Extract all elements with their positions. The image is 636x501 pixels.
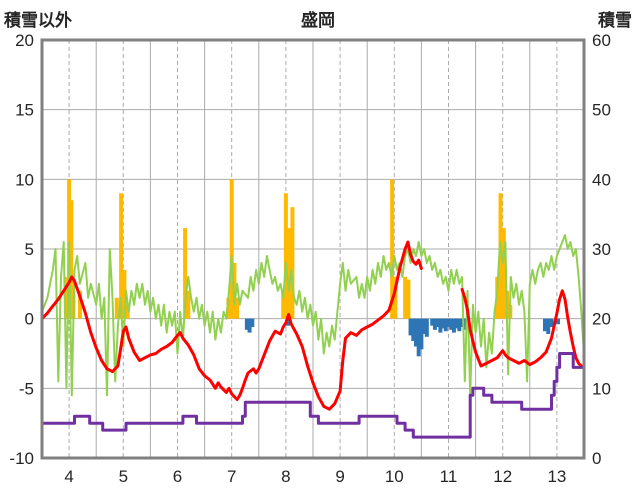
negative-blue-bars-bar <box>438 318 443 333</box>
green-line <box>41 234 585 397</box>
precipitation-bars-bar <box>287 228 292 319</box>
precipitation-bars-bar <box>390 179 395 319</box>
red-line <box>40 240 423 411</box>
snow-depth-line <box>40 352 586 439</box>
right-axis-title: 積雪 <box>598 11 632 30</box>
negative-blue-bars-bar <box>542 318 547 332</box>
negative-blue-bars-bar <box>411 318 416 341</box>
precipitation-bars-bar <box>290 207 295 319</box>
precipitation-bars-bar <box>114 297 119 319</box>
x-tick-label: 5 <box>119 467 128 486</box>
precipitation-bars-bar <box>229 179 234 319</box>
y-right-tick-label: 60 <box>592 31 611 50</box>
negative-blue-bars-bar <box>247 318 252 333</box>
precipitation-bars-bar <box>125 304 130 319</box>
plot-frame <box>40 38 586 460</box>
negative-blue-bars-bar <box>416 318 421 357</box>
negative-blue-bars-bar <box>457 318 462 332</box>
negative-blue-bars-bar <box>419 318 424 350</box>
red-line <box>460 287 586 369</box>
negative-blue-bars-bar <box>443 318 448 332</box>
y-right-tick-label: 20 <box>592 310 611 329</box>
precipitation-bars-bar <box>119 193 124 319</box>
x-tick-label: 8 <box>281 467 290 486</box>
precipitation-bars-bar <box>122 269 127 319</box>
x-tick-label: 7 <box>227 467 236 486</box>
x-tick-label: 10 <box>385 467 404 486</box>
negative-blue-bars-bar <box>449 318 454 330</box>
x-tick-label: 13 <box>547 467 566 486</box>
precipitation-bars-bar <box>183 228 188 319</box>
left-axis-title: 積雪以外 <box>4 11 72 30</box>
x-tick-label: 11 <box>440 467 458 486</box>
negative-blue-bars-bar <box>432 318 437 330</box>
y-right-tick-label: 0 <box>592 449 601 468</box>
y-left-tick-label: 0 <box>25 310 34 329</box>
y-left-tick-label: -10 <box>9 449 34 468</box>
chart-title: 盛岡 <box>301 11 335 30</box>
negative-blue-bars-bar <box>422 318 427 334</box>
negative-blue-bars-bar <box>549 318 554 328</box>
x-tick-label: 4 <box>64 467 73 486</box>
y-left-tick-label: 10 <box>15 170 34 189</box>
precipitation-bars-bar <box>283 193 288 319</box>
precipitation-bars-bar <box>403 276 408 319</box>
precipitation-bars-bar <box>501 228 506 319</box>
negative-blue-bars-bar <box>408 318 413 336</box>
x-tick-label: 12 <box>493 467 512 486</box>
negative-blue-bars-bar <box>454 318 459 329</box>
precipitation-bars-bar <box>406 279 411 319</box>
negative-blue-bars-bar <box>451 318 456 333</box>
precipitation-bars-bar <box>186 290 191 319</box>
precipitation-bars-bar <box>226 297 231 319</box>
y-left-tick-label: 15 <box>15 101 34 120</box>
negative-blue-bars-bar <box>413 318 418 347</box>
y-right-tick-label: 10 <box>592 379 611 398</box>
chart-header: 積雪以外 盛岡 積雪 <box>0 6 636 30</box>
negative-blue-bars-bar <box>430 318 435 326</box>
negative-blue-bars-bar <box>546 318 551 334</box>
negative-blue-bars-bar <box>460 318 465 328</box>
precipitation-bars-bar <box>235 297 240 319</box>
negative-blue-bars-bar <box>441 318 446 329</box>
precipitation-bars-bar <box>281 290 286 319</box>
negative-blue-bars-bar <box>435 318 440 328</box>
x-tick-label: 9 <box>335 467 344 486</box>
precipitation-bars-bar <box>64 276 69 319</box>
negative-blue-bars-bar <box>244 318 249 330</box>
precipitation-bars-bar <box>393 276 398 319</box>
negative-blue-bars-bar <box>424 318 429 337</box>
y-left-tick-label: -5 <box>19 379 34 398</box>
negative-blue-bars-bar <box>250 318 255 328</box>
x-tick-label: 6 <box>173 467 182 486</box>
negative-blue-bars-bar <box>555 318 560 325</box>
precipitation-bars-bar <box>498 193 503 319</box>
y-right-tick-label: 30 <box>592 240 611 259</box>
negative-blue-bars-bar <box>446 318 451 328</box>
y-right-tick-label: 50 <box>592 101 611 120</box>
y-right-tick-label: 40 <box>592 170 611 189</box>
negative-blue-bars-bar <box>286 318 291 326</box>
precipitation-bars-bar <box>77 290 82 319</box>
negative-blue-bars-bar <box>462 318 467 330</box>
y-left-tick-label: 5 <box>25 240 34 259</box>
y-left-tick-label: 20 <box>15 31 34 50</box>
precipitation-bars-bar <box>69 200 74 319</box>
